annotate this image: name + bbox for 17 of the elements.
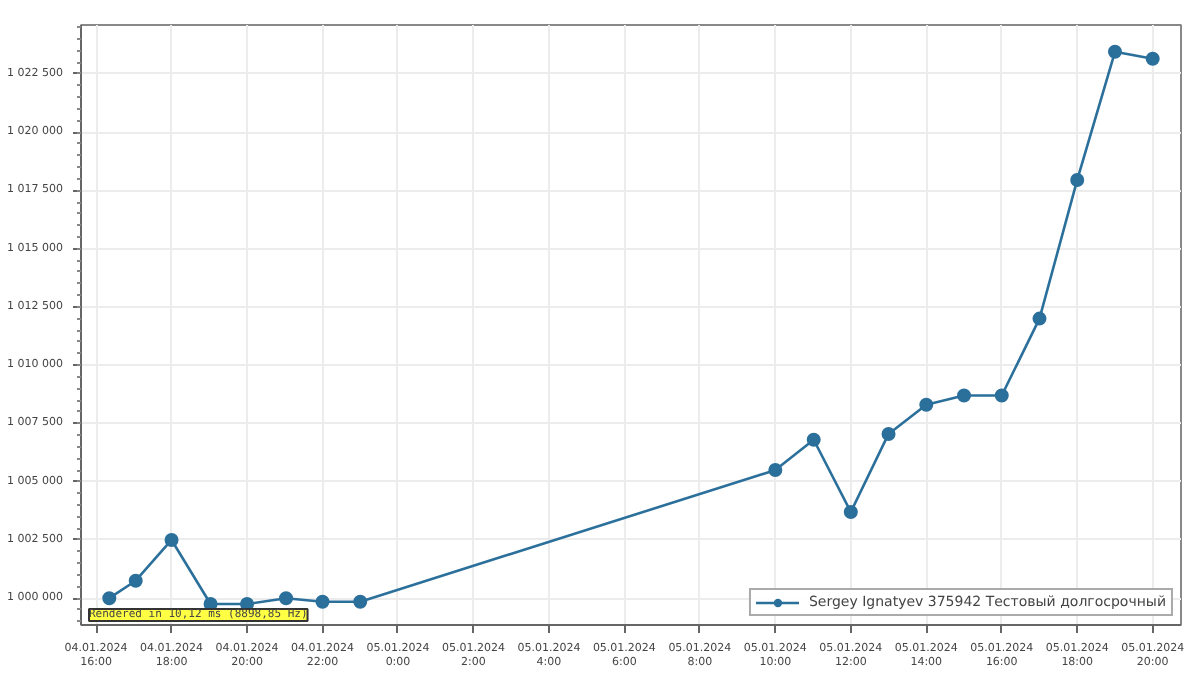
point [881,426,896,441]
point [768,463,783,478]
point [919,397,934,412]
point [1070,172,1085,187]
point [128,573,143,588]
point [1032,311,1047,326]
point [1107,44,1122,59]
point [353,594,368,609]
point [994,388,1009,403]
point [843,505,858,519]
point [102,591,117,606]
point [806,432,821,447]
point [1145,51,1160,66]
point [957,388,972,403]
point [279,591,294,606]
point [164,532,179,547]
point [315,594,330,609]
